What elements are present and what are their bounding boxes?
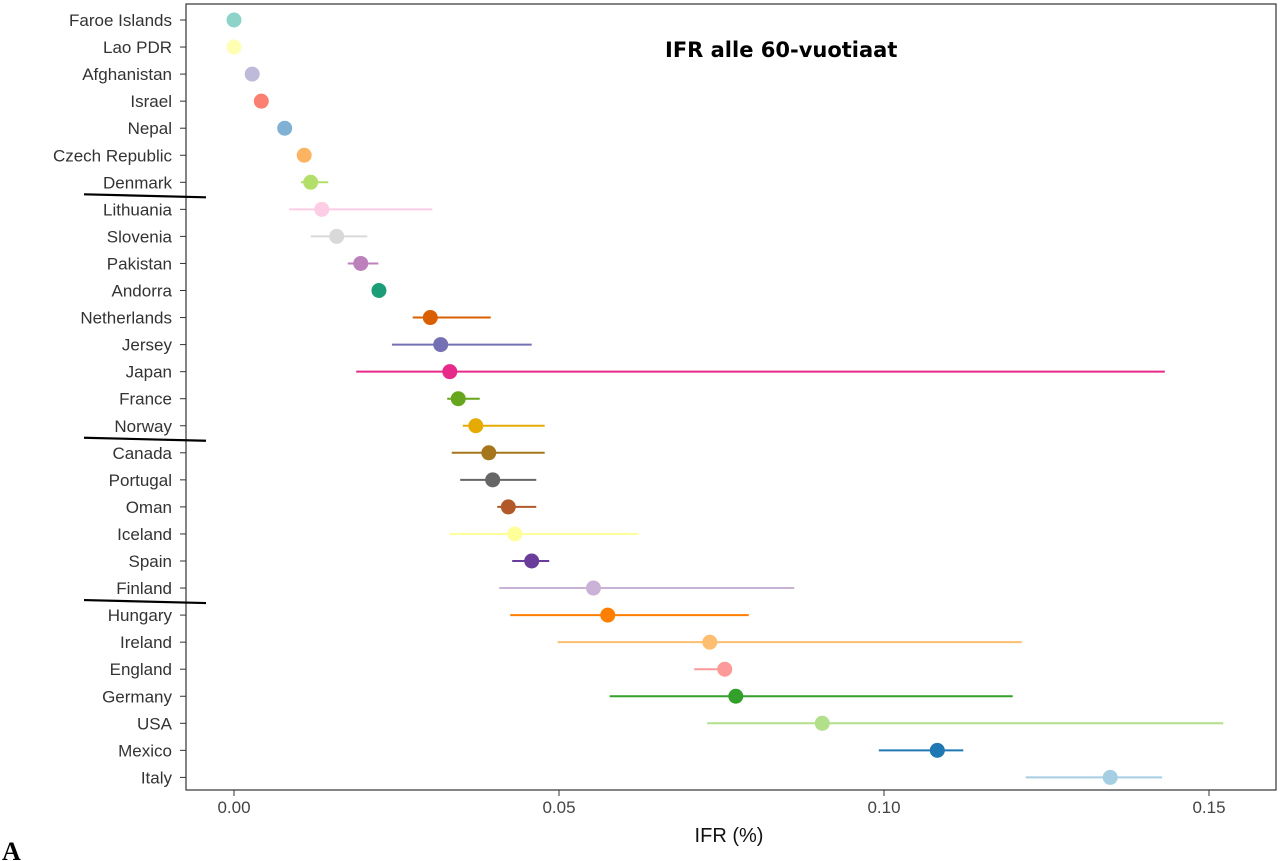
point-jersey (433, 337, 449, 353)
point-nepal (277, 120, 293, 136)
underline-denmark (83, 193, 207, 199)
y-label-lao-pdr: Lao PDR (103, 38, 172, 57)
point-spain (524, 553, 540, 569)
y-label-andorra: Andorra (112, 282, 173, 301)
y-label-italy: Italy (141, 768, 173, 787)
point-oman (500, 499, 516, 515)
y-label-slovenia: Slovenia (107, 227, 173, 246)
x-tick-label-2: 0.10 (867, 798, 900, 817)
y-label-nepal: Nepal (128, 119, 172, 138)
y-label-netherlands: Netherlands (80, 309, 172, 328)
y-label-lithuania: Lithuania (103, 200, 173, 219)
x-tick-label-3: 0.15 (1192, 798, 1225, 817)
point-pakistan (353, 255, 369, 271)
y-label-faroe-islands: Faroe Islands (69, 11, 172, 30)
x-tick-label-0: 0.00 (217, 798, 250, 817)
point-germany (728, 688, 744, 704)
y-label-jersey: Jersey (122, 336, 173, 355)
y-label-israel: Israel (130, 92, 172, 111)
point-norway (468, 418, 484, 434)
panel-letter: A (2, 837, 21, 861)
point-ireland (702, 634, 718, 650)
y-label-england: England (110, 660, 172, 679)
point-afghanistan (244, 66, 260, 82)
point-netherlands (422, 310, 438, 326)
point-mexico (929, 742, 945, 758)
y-label-spain: Spain (129, 552, 172, 571)
point-slovenia (329, 228, 345, 244)
point-israel (253, 93, 269, 109)
y-label-iceland: Iceland (117, 525, 172, 544)
y-label-canada: Canada (112, 444, 172, 463)
y-axis-labels: Faroe Islands Lao PDR Afghanistan Israel Nep… (53, 11, 186, 787)
point-denmark (303, 174, 319, 190)
point-france (450, 391, 466, 407)
y-label-usa: USA (137, 714, 173, 733)
point-japan (442, 364, 458, 380)
x-axis-title: IFR (%) (695, 825, 764, 847)
y-label-germany: Germany (102, 687, 172, 706)
y-label-ireland: Ireland (120, 633, 172, 652)
y-label-portugal: Portugal (109, 471, 172, 490)
point-portugal (485, 472, 501, 488)
y-label-finland: Finland (116, 579, 172, 598)
point-czech-republic (296, 147, 312, 163)
point-england (717, 661, 733, 677)
point-finland (585, 580, 601, 596)
country-underlines (83, 193, 207, 605)
y-label-denmark: Denmark (103, 173, 172, 192)
point-usa (814, 715, 830, 731)
point-lithuania (314, 201, 330, 217)
y-label-pakistan: Pakistan (107, 254, 172, 273)
y-label-hungary: Hungary (108, 606, 173, 625)
x-axis: 0.00 0.05 0.10 0.15 (217, 790, 1226, 817)
y-label-oman: Oman (126, 498, 172, 517)
y-label-france: France (119, 390, 172, 409)
point-andorra (371, 283, 387, 298)
point-italy (1102, 769, 1118, 785)
underline-norway (83, 436, 207, 442)
y-label-japan: Japan (126, 363, 172, 382)
point-faroe-islands (226, 12, 242, 28)
y-label-mexico: Mexico (118, 741, 172, 760)
y-label-norway: Norway (114, 417, 172, 436)
y-label-afghanistan: Afghanistan (82, 65, 172, 84)
point-canada (481, 445, 497, 461)
chart-annotation: IFR alle 60-vuotiaat (665, 38, 897, 62)
underline-finland (83, 598, 207, 605)
point-layer (226, 12, 1118, 785)
point-lao-pdr (226, 39, 242, 55)
point-hungary (600, 607, 616, 623)
point-iceland (507, 526, 523, 542)
x-tick-label-1: 0.05 (542, 798, 575, 817)
plot-panel (185, 3, 1277, 791)
y-label-czech-republic: Czech Republic (53, 146, 173, 165)
